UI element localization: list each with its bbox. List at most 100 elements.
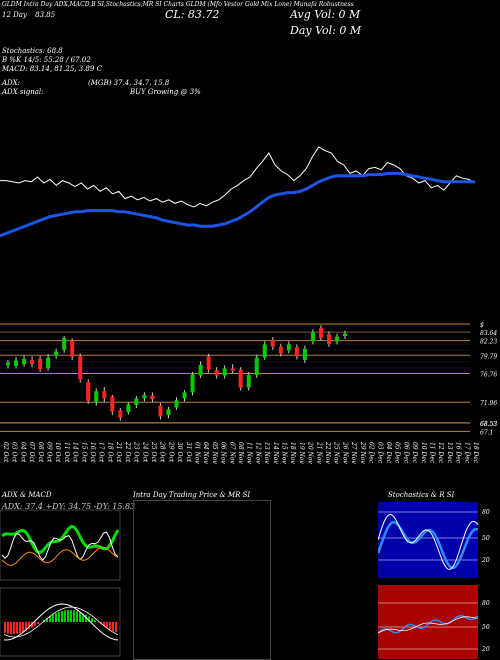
x-tick-label: 14 Oct [72, 442, 79, 463]
x-tick-label: 13 Nov [263, 442, 270, 464]
x-tick-label: 10 Dec [420, 442, 427, 464]
candle [102, 387, 107, 402]
candle-body [70, 340, 75, 357]
adx-signal-value: BUY Growing @ 3% [130, 88, 201, 96]
candle-body [46, 357, 51, 369]
stoch-level-label: 20 [481, 557, 490, 564]
level-label: 68.53 [480, 421, 497, 428]
adx-panel-title: ADX & MACD [2, 491, 52, 499]
macd-bar [46, 618, 48, 622]
x-tick-label: 08 Oct [37, 442, 44, 463]
x-tick-label: 31 Oct [185, 442, 192, 463]
x-tick-label: 07 Nov [228, 442, 235, 464]
ema-line [0, 171, 475, 238]
macd-bar [31, 622, 33, 628]
x-tick-label: 12 Nov [254, 442, 261, 464]
candle-body [206, 356, 211, 370]
candle-body [294, 347, 299, 357]
candle-body [310, 332, 315, 342]
candle [6, 360, 10, 369]
candle [278, 343, 283, 357]
stoch-level-label: 50 [482, 535, 490, 542]
candle [318, 325, 323, 341]
rsi-level-label: 20 [481, 646, 490, 653]
candle [54, 348, 59, 359]
x-tick-label: 30 Oct [176, 442, 183, 463]
x-tick-labels: 02 Oct 03 Oct 04 Oct 07 Oct 08 Oct 09 Oct 10 O… [2, 441, 479, 464]
candle-body [6, 362, 10, 366]
level-label: 76.76 [480, 371, 497, 378]
rsi-level-label: 50 [482, 624, 490, 631]
x-tick-label: 05 Dec [394, 442, 401, 464]
macd-panel [0, 587, 121, 657]
x-tick-label: 25 Oct [150, 441, 157, 463]
candle [158, 403, 163, 420]
x-tick-label: 21 Oct [115, 441, 122, 463]
x-tick-label: 18 Oct [106, 442, 113, 463]
candle-body [158, 405, 163, 417]
macd-bar [70, 610, 72, 622]
candle [174, 397, 179, 410]
candle [238, 367, 243, 391]
macd-bar [106, 622, 108, 629]
x-tick-label: 10 Oct [54, 442, 61, 463]
macd-bar [94, 620, 96, 622]
candle [246, 372, 251, 391]
x-tick-label: 17 Dec [463, 442, 470, 464]
candle [86, 379, 91, 404]
x-tick-label: 16 Dec [455, 442, 462, 464]
candle-body [190, 374, 195, 393]
x-tick-label: 11 Dec [428, 442, 435, 464]
candle-body [326, 334, 331, 344]
candle [134, 396, 139, 408]
header-tabs-line: GLDM Intra Day ADX,MACD,B SI,Stochastics… [2, 1, 354, 8]
level-label: 67.1 [480, 429, 493, 436]
candle-body [86, 382, 91, 401]
x-tick-label: 28 Oct [159, 441, 166, 463]
day-price: 83.85 [35, 11, 56, 19]
macd-bar [22, 622, 24, 633]
x-tick-label: 16 Oct [89, 442, 96, 463]
candle [198, 361, 203, 378]
candle [302, 345, 307, 363]
candle [190, 372, 195, 396]
adx-label: ADX: [2, 79, 21, 87]
candle [343, 330, 347, 339]
macd-bar [112, 622, 114, 632]
rsi-level-label: 80 [482, 600, 490, 607]
macd-bar [19, 622, 21, 634]
x-tick-label: 29 Oct [167, 441, 174, 463]
macd-bar [109, 622, 111, 630]
stoch-level-label: 80 [482, 509, 490, 516]
candle-body [30, 360, 35, 365]
x-tick-label: 05 Nov [211, 442, 218, 464]
candle-body [286, 344, 291, 351]
candle-body [78, 356, 83, 380]
candle-body [270, 340, 275, 347]
candle-body [238, 369, 243, 388]
candle [14, 357, 19, 369]
candle [230, 364, 235, 374]
x-tick-label: 18 Nov [289, 442, 296, 464]
macd-bar [103, 622, 105, 627]
candle-body [278, 346, 283, 354]
macd-bar [55, 613, 57, 622]
macd-bar [4, 622, 6, 633]
macd-bar [88, 616, 90, 622]
x-tick-label: 26 Nov [341, 441, 348, 464]
candle [70, 338, 75, 360]
x-tick-label: 21 Nov [315, 441, 322, 464]
candle [262, 341, 267, 360]
x-tick-label: 04 Dec [385, 442, 392, 464]
macd-bar [28, 622, 30, 630]
x-tick-label: 06 Nov [220, 442, 227, 464]
x-tick-label: 25 Nov [333, 441, 340, 464]
candle [326, 331, 331, 347]
x-tick-label: 06 Dec [402, 442, 409, 464]
candle [270, 337, 275, 350]
candle [38, 355, 43, 372]
adx-readout: ADX: 37.4 +DY: 34.75 -DY: 15.83 [2, 502, 136, 511]
macd-bar [76, 611, 78, 622]
candle [110, 394, 115, 416]
